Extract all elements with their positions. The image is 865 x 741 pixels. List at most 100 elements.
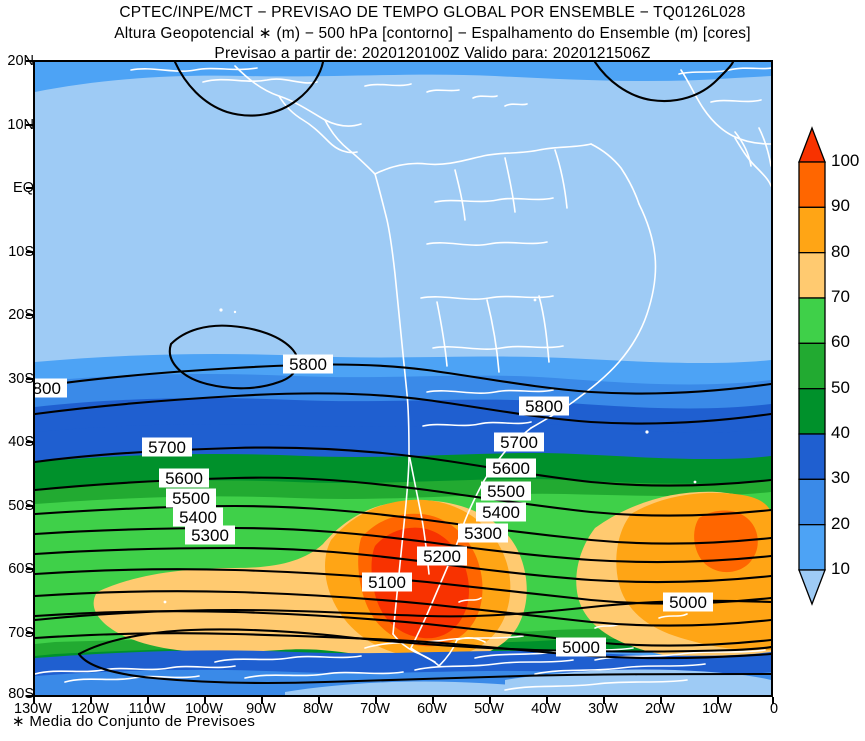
- contour-label-box: [556, 637, 606, 657]
- ytick-label: 20N: [7, 53, 34, 69]
- xtick-mark: [147, 697, 149, 704]
- contour-label: 5700: [148, 438, 186, 457]
- ytick-label: 30S: [8, 371, 34, 387]
- colorbar-tick-label: 50: [831, 377, 850, 397]
- ytick-mark: [26, 314, 33, 316]
- xtick-mark: [660, 697, 662, 704]
- xtick-mark: [204, 697, 206, 704]
- contour-label: 5400: [482, 503, 520, 522]
- xtick-label: 130W: [14, 701, 52, 717]
- xtick-mark: [90, 697, 92, 704]
- contour-label-box: [142, 437, 192, 457]
- colorbar-band-min: [798, 569, 826, 606]
- colorbar-band: [798, 297, 826, 344]
- contour-label-box: [185, 525, 235, 545]
- contour-label: 5300: [464, 524, 502, 543]
- ytick-mark: [26, 695, 33, 697]
- ytick-label: 20S: [8, 307, 34, 323]
- colorbar-band: [798, 524, 826, 571]
- contour-label: 5200: [423, 547, 461, 566]
- contour-label: 5000: [669, 593, 707, 612]
- colorbar-tick-label: 60: [831, 332, 850, 352]
- ytick-mark: [26, 441, 33, 443]
- colorbar-band: [798, 252, 826, 299]
- footnote: ∗ Media do Conjunto de Previsoes: [12, 713, 256, 730]
- xtick-mark: [375, 697, 377, 704]
- xtick-mark: [717, 697, 719, 704]
- xtick-label: 10W: [702, 701, 732, 717]
- header-line-3: Previsao a partir de: 2020120100Z Valido…: [214, 45, 651, 62]
- xtick-label: 60W: [417, 701, 447, 717]
- contour-label-box: [362, 572, 412, 592]
- ytick-label: 10N: [7, 117, 34, 133]
- contour-label-box: [417, 546, 467, 566]
- ytick-mark: [26, 568, 33, 570]
- contour-label-box: [283, 354, 333, 374]
- colorbar-tick-label: 100: [831, 151, 860, 170]
- map-plot-area: 5800580058005700570056005600550055005400…: [33, 60, 773, 697]
- xtick-mark: [603, 697, 605, 704]
- contour-label-box: [494, 432, 544, 452]
- ytick-label: 10S: [8, 244, 34, 260]
- xtick-label: 20W: [645, 701, 675, 717]
- xtick-mark: [432, 697, 434, 704]
- colorbar-band: [798, 206, 826, 254]
- contour-label: 5100: [368, 573, 406, 592]
- ytick-mark: [26, 251, 33, 253]
- contour-label: 5500: [487, 482, 525, 501]
- colorbar-tick-label: 20: [831, 513, 850, 533]
- colorbar-tick-label: 10: [831, 559, 850, 578]
- xtick-label: 0: [769, 701, 779, 717]
- colorbar-band-max: [798, 126, 826, 163]
- colorbar-band: [798, 433, 826, 480]
- ytick-label: 60S: [8, 561, 34, 577]
- colorbar-band: [798, 342, 826, 390]
- xtick-mark: [261, 697, 263, 704]
- chart-header: CPTEC/INPE/MCT − PREVISAO DE TEMPO GLOBA…: [0, 0, 865, 63]
- xtick-mark: [318, 697, 320, 704]
- colorbar-tick-label: 70: [831, 287, 850, 306]
- ytick-mark: [26, 60, 33, 62]
- contour-labels: 5800580058005700570056005600550055005400…: [35, 354, 713, 657]
- contour-label-box: [476, 502, 526, 522]
- colorbar-swatches: [798, 126, 826, 606]
- xtick-label: 100W: [185, 701, 223, 717]
- contour-label-box: [481, 481, 531, 501]
- contour-label-box: [663, 592, 713, 612]
- contour-label: 5800: [525, 397, 563, 416]
- xtick-mark: [33, 697, 35, 704]
- ytick-label: 80S: [8, 686, 34, 702]
- colorbar: 100 90 80 70 60 50 40 30 20 10: [795, 126, 865, 606]
- xtick-label: 30W: [588, 701, 618, 717]
- contour-label-box: [166, 488, 216, 508]
- contour-label: 5800: [289, 355, 327, 374]
- xtick-mark: [546, 697, 548, 704]
- ytick-mark: [26, 187, 33, 189]
- contour-label-box: [173, 507, 223, 527]
- contour-label-box: [486, 458, 536, 478]
- colorbar-band: [798, 161, 826, 208]
- xtick-label: 120W: [71, 701, 109, 717]
- ytick-label: EQ: [13, 180, 34, 196]
- contour-label-box: [519, 396, 569, 416]
- contour-label: 5600: [165, 469, 203, 488]
- xtick-label: 70W: [360, 701, 390, 717]
- ytick-mark: [26, 505, 33, 507]
- xtick-label: 40W: [531, 701, 561, 717]
- contour-label: 5000: [562, 638, 600, 657]
- xtick-label: 50W: [474, 701, 504, 717]
- ytick-label: 50S: [8, 498, 34, 514]
- contour-label-box: [159, 468, 209, 488]
- ytick-mark: [26, 378, 33, 380]
- header-line-1: CPTEC/INPE/MCT − PREVISAO DE TEMPO GLOBA…: [119, 4, 746, 21]
- colorbar-tick-label: 90: [831, 196, 850, 216]
- ytick-label: 40S: [8, 434, 34, 450]
- contour-label: 5400: [179, 508, 217, 527]
- colorbar-tick-label: 30: [831, 468, 850, 488]
- ytick-mark: [26, 632, 33, 634]
- contour-label-box: [35, 378, 67, 398]
- contour-label: 5500: [172, 489, 210, 508]
- colorbar-band: [798, 478, 826, 526]
- geopotential-contours: [35, 62, 771, 685]
- contour-label: 5600: [492, 459, 530, 478]
